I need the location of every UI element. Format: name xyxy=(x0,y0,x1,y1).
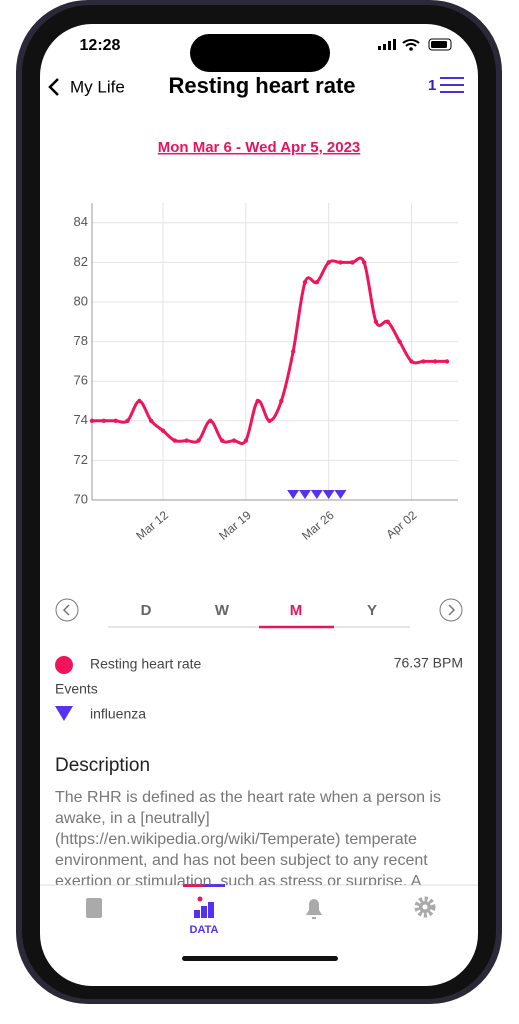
point xyxy=(444,359,450,364)
y-tick-label: 78 xyxy=(74,333,88,348)
point xyxy=(231,438,237,443)
event-marker xyxy=(299,490,311,499)
y-tick-label: 84 xyxy=(74,214,88,229)
next-icon xyxy=(448,604,456,616)
legend-swatch xyxy=(55,656,73,674)
period-tab[interactable]: Y xyxy=(367,602,377,619)
point xyxy=(409,359,414,364)
status-time: 12:28 xyxy=(80,37,121,54)
point xyxy=(373,319,379,324)
point xyxy=(267,418,272,423)
event-marker xyxy=(287,490,300,499)
point xyxy=(243,438,249,443)
screen xyxy=(40,24,478,986)
point xyxy=(89,418,95,423)
y-tick-label: 76 xyxy=(74,373,88,388)
point xyxy=(125,418,130,423)
point xyxy=(279,398,284,404)
filter-badge[interactable]: 1 xyxy=(428,77,436,94)
tab-data-icon[interactable] xyxy=(194,896,214,919)
point xyxy=(432,359,438,364)
legend-events-title: Events xyxy=(55,681,98,697)
point xyxy=(219,438,225,443)
point xyxy=(172,438,178,443)
tab-notifications-icon[interactable] xyxy=(306,899,322,919)
y-tick-label: 70 xyxy=(74,491,88,506)
point xyxy=(196,438,201,443)
point xyxy=(290,349,296,354)
y-tick-label: 74 xyxy=(74,412,88,427)
point xyxy=(421,359,426,364)
prev-icon xyxy=(62,604,70,616)
point xyxy=(350,260,355,265)
point xyxy=(101,418,107,423)
description: Description The RHR is defined as the he… xyxy=(55,755,465,885)
point xyxy=(326,260,331,265)
prev-button[interactable] xyxy=(55,598,79,622)
point xyxy=(361,260,367,265)
event-marker xyxy=(310,490,323,499)
tab-data-label[interactable]: DATA xyxy=(190,924,219,936)
period-tab[interactable]: D xyxy=(141,602,152,619)
point xyxy=(255,398,260,404)
next-button[interactable] xyxy=(439,598,463,622)
legend-event-swatch xyxy=(55,706,73,721)
dynamic-island xyxy=(190,34,330,72)
event-marker xyxy=(322,490,335,499)
tab-indicator-2 xyxy=(204,884,225,887)
point xyxy=(148,418,154,423)
point xyxy=(338,260,343,265)
tab-life-icon[interactable] xyxy=(86,898,102,918)
point xyxy=(385,319,391,324)
period-tab[interactable]: W xyxy=(215,602,230,619)
y-tick-label: 80 xyxy=(74,293,88,308)
period-tab[interactable]: M xyxy=(290,602,303,619)
description-title: Description xyxy=(55,755,151,776)
point xyxy=(137,398,142,404)
back-label[interactable]: My Life xyxy=(70,77,125,96)
home-indicator xyxy=(182,956,338,961)
point xyxy=(208,418,213,423)
y-tick-label: 72 xyxy=(74,452,88,467)
point xyxy=(160,428,166,433)
point xyxy=(113,418,118,423)
y-tick-label: 82 xyxy=(74,254,88,269)
point xyxy=(397,339,402,344)
legend-event-label: influenza xyxy=(90,706,146,722)
tab-settings-icon[interactable] xyxy=(414,896,436,918)
legend-value: 76.37 BPM xyxy=(394,655,463,671)
legend-label: Resting heart rate xyxy=(90,656,201,672)
back-icon[interactable] xyxy=(48,78,59,96)
description-text: The RHR is defined as the heart rate whe… xyxy=(55,789,441,885)
date-range[interactable]: Mon Mar 6 - Wed Apr 5, 2023 xyxy=(158,139,361,156)
status-icons xyxy=(378,38,452,51)
event-marker xyxy=(334,490,347,499)
filter-icon[interactable] xyxy=(440,77,464,93)
page-title: Resting heart rate xyxy=(168,73,355,98)
point xyxy=(302,280,308,285)
legend: Resting heart rate 76.37 BPM Events influen… xyxy=(55,655,463,722)
point xyxy=(314,280,320,285)
point xyxy=(184,438,189,443)
